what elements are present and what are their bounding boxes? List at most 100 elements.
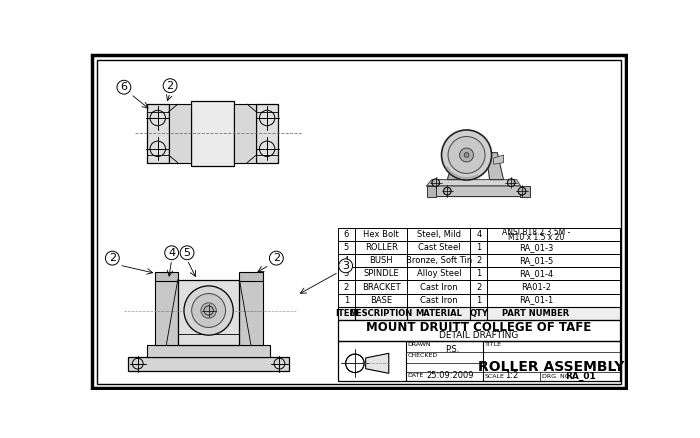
Text: 2: 2: [273, 253, 280, 263]
Bar: [338, 280, 620, 293]
Polygon shape: [447, 147, 473, 180]
Text: 2: 2: [476, 283, 482, 292]
Text: MOUNT DRUITT COLLEGE OF TAFE: MOUNT DRUITT COLLEGE OF TAFE: [366, 321, 592, 335]
Text: RA_01: RA_01: [565, 371, 596, 381]
Text: 4: 4: [168, 248, 175, 258]
Text: ITEM: ITEM: [335, 309, 358, 318]
Circle shape: [184, 286, 233, 335]
Text: RA_01-3: RA_01-3: [519, 243, 553, 252]
Text: Cast Iron: Cast Iron: [420, 283, 458, 292]
Text: DRG. NO.: DRG. NO.: [542, 374, 571, 379]
Circle shape: [444, 187, 452, 195]
Circle shape: [117, 80, 131, 94]
Text: PART NUMBER: PART NUMBER: [502, 309, 570, 318]
Circle shape: [432, 179, 440, 187]
Polygon shape: [239, 280, 262, 345]
Bar: [169, 104, 191, 162]
Circle shape: [201, 303, 216, 318]
Text: 1: 1: [476, 243, 482, 252]
Circle shape: [339, 259, 353, 273]
Text: 2: 2: [344, 283, 349, 292]
Bar: [239, 272, 262, 281]
Polygon shape: [494, 155, 503, 164]
Circle shape: [163, 79, 177, 92]
Circle shape: [164, 246, 178, 260]
Text: DATE: DATE: [407, 373, 424, 378]
Ellipse shape: [448, 137, 485, 173]
Text: BASE: BASE: [370, 296, 392, 304]
Ellipse shape: [460, 148, 473, 162]
Text: QTY: QTY: [470, 309, 489, 318]
Text: Cast Steel: Cast Steel: [417, 243, 460, 252]
Bar: [338, 320, 620, 341]
Bar: [338, 307, 620, 320]
Text: 4: 4: [476, 230, 482, 239]
Text: 1:2: 1:2: [505, 371, 518, 381]
Text: 2: 2: [476, 256, 482, 265]
Circle shape: [180, 246, 194, 260]
Polygon shape: [426, 186, 530, 197]
Text: CHECKED: CHECKED: [407, 353, 438, 358]
Polygon shape: [155, 280, 178, 345]
Text: 6: 6: [120, 82, 127, 92]
Polygon shape: [365, 353, 389, 373]
Text: 2: 2: [167, 81, 174, 91]
Bar: [127, 357, 290, 371]
Polygon shape: [521, 186, 530, 197]
Text: TITLE: TITLE: [485, 342, 502, 347]
Text: 3: 3: [342, 261, 349, 271]
Circle shape: [518, 187, 526, 195]
Text: 6: 6: [344, 230, 349, 239]
Bar: [256, 104, 278, 162]
Text: ROLLER: ROLLER: [365, 243, 398, 252]
Bar: [338, 228, 620, 241]
Text: Hex Bolt: Hex Bolt: [363, 230, 399, 239]
Bar: [338, 241, 620, 254]
Text: 5: 5: [344, 243, 349, 252]
Text: RA_01-1: RA_01-1: [519, 296, 553, 304]
Polygon shape: [426, 186, 435, 197]
Circle shape: [192, 293, 225, 328]
Text: Bronze, Soft Tin: Bronze, Soft Tin: [406, 256, 472, 265]
Text: BRACKET: BRACKET: [362, 283, 400, 292]
Circle shape: [106, 251, 119, 265]
Text: DETAIL DRAFTING: DETAIL DRAFTING: [439, 331, 519, 340]
Text: DRAWN: DRAWN: [407, 342, 431, 347]
Bar: [338, 341, 620, 381]
Text: 1: 1: [344, 296, 349, 304]
Bar: [178, 280, 239, 345]
Text: Cast Iron: Cast Iron: [420, 296, 458, 304]
Text: BUSH: BUSH: [370, 256, 393, 265]
Circle shape: [464, 153, 469, 157]
Bar: [338, 293, 620, 307]
Text: ROLLER ASSEMBLY: ROLLER ASSEMBLY: [478, 360, 624, 374]
Text: M10 x 1.5 x 20: M10 x 1.5 x 20: [508, 233, 564, 243]
Bar: [147, 104, 169, 162]
Ellipse shape: [442, 130, 491, 180]
Text: 2: 2: [108, 253, 116, 263]
Bar: [155, 272, 178, 281]
Polygon shape: [486, 153, 503, 180]
Text: RA01-2: RA01-2: [521, 283, 551, 292]
Text: RA_01-5: RA_01-5: [519, 256, 553, 265]
Text: Steel, Mild: Steel, Mild: [416, 230, 461, 239]
Circle shape: [508, 179, 515, 187]
Text: P.S.: P.S.: [444, 345, 459, 353]
Bar: [234, 104, 256, 162]
Text: SPINDLE: SPINDLE: [363, 269, 399, 279]
Circle shape: [346, 354, 364, 373]
Text: ANSI B18.2.3.5M -: ANSI B18.2.3.5M -: [502, 228, 570, 237]
Text: 5: 5: [183, 248, 190, 258]
Bar: [147, 345, 270, 357]
Text: RA_01-4: RA_01-4: [519, 269, 553, 279]
Text: 25:09:2009: 25:09:2009: [426, 371, 474, 380]
Text: SCALE: SCALE: [484, 374, 504, 379]
Text: 1: 1: [476, 269, 482, 279]
Bar: [338, 267, 620, 280]
Text: Alloy Steel: Alloy Steel: [416, 269, 461, 279]
Bar: [338, 254, 620, 267]
Text: 1: 1: [476, 296, 482, 304]
Polygon shape: [426, 180, 521, 186]
Text: DESCRIPTION: DESCRIPTION: [349, 309, 413, 318]
Bar: [191, 101, 234, 166]
